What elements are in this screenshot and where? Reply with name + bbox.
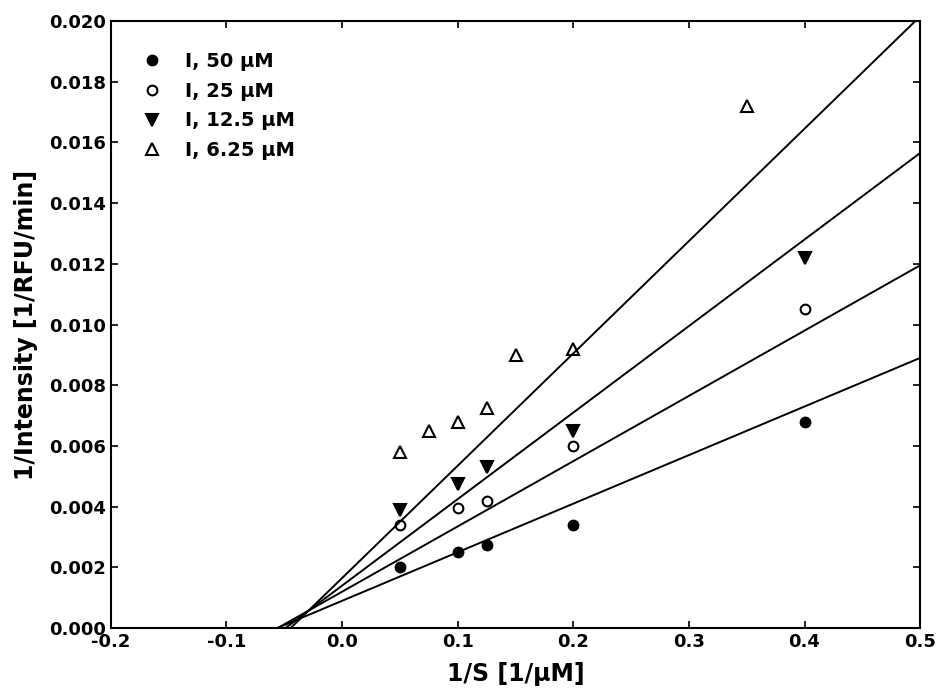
I, 6.25 μM [481, 404, 492, 412]
I, 6.25 μM [452, 417, 464, 426]
I, 12.5 μM [452, 480, 464, 488]
I, 25 μM [452, 504, 464, 512]
X-axis label: 1/S [1/μM]: 1/S [1/μM] [446, 662, 584, 686]
I, 50 μM [452, 548, 464, 556]
I, 6.25 μM [510, 351, 522, 359]
I, 6.25 μM [741, 102, 752, 110]
I, 25 μM [481, 496, 492, 505]
I, 6.25 μM [568, 344, 580, 353]
I, 12.5 μM [481, 463, 492, 471]
Legend: I, 50 μM, I, 25 μM, I, 12.5 μM, I, 6.25 μM: I, 50 μM, I, 25 μM, I, 12.5 μM, I, 6.25 … [126, 36, 311, 176]
Line: I, 50 μM: I, 50 μM [395, 416, 809, 573]
I, 50 μM [799, 417, 810, 426]
Line: I, 6.25 μM: I, 6.25 μM [393, 99, 753, 458]
I, 50 μM [481, 540, 492, 549]
I, 50 μM [568, 521, 580, 529]
Y-axis label: 1/Intensity [1/RFU/min]: 1/Intensity [1/RFU/min] [14, 169, 38, 480]
Line: I, 12.5 μM: I, 12.5 μM [393, 251, 810, 516]
I, 12.5 μM [568, 426, 580, 435]
I, 50 μM [394, 564, 406, 572]
I, 25 μM [394, 521, 406, 529]
I, 12.5 μM [394, 505, 406, 514]
I, 25 μM [568, 442, 580, 450]
I, 6.25 μM [423, 426, 434, 435]
Line: I, 25 μM: I, 25 μM [395, 304, 809, 530]
I, 25 μM [799, 305, 810, 314]
I, 6.25 μM [394, 448, 406, 456]
I, 12.5 μM [799, 253, 810, 262]
